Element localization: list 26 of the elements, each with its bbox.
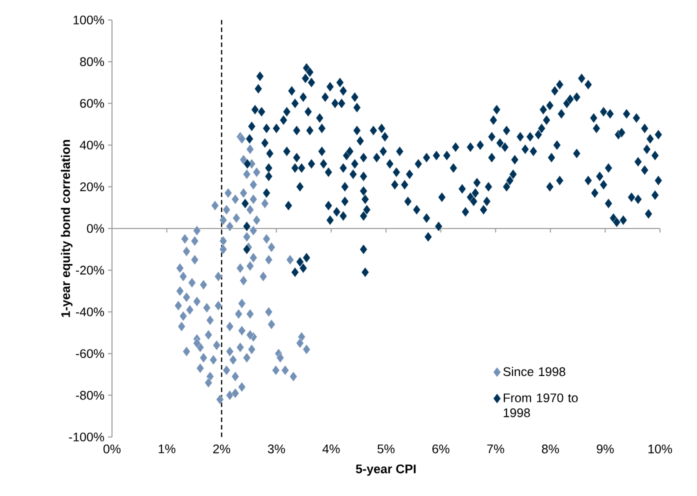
y-tick-label: -60%	[76, 349, 104, 358]
legend-label: From 1970 to 1998	[504, 393, 578, 418]
y-tick-label: -20%	[76, 266, 104, 275]
y-tick-label: 40%	[80, 140, 104, 150]
x-tick-label: 1%	[158, 444, 176, 454]
y-axis-title: 1-year equity bond correlation	[60, 140, 72, 317]
x-tick-label: 4%	[322, 444, 340, 454]
y-tick-label: 20%	[80, 182, 104, 192]
y-tick-label: 100%	[74, 16, 104, 24]
x-tick-label: 8%	[542, 444, 559, 454]
y-tick-label: 60%	[80, 98, 104, 108]
x-tick-label: 7%	[487, 444, 504, 454]
x-axis-title: 5-year CPI	[356, 464, 416, 476]
x-tick-label: 9%	[596, 444, 614, 454]
x-tick-label: 6%	[432, 444, 450, 454]
y-tick-label: 80%	[80, 57, 104, 66]
y-tick-label: -80%	[76, 390, 104, 400]
x-tick-label: 0%	[103, 444, 121, 454]
y-tick-label: 0%	[86, 224, 104, 233]
x-tick-label: 5%	[378, 444, 395, 454]
x-tick-label: 2%	[213, 444, 230, 454]
y-tick-label: -40%	[76, 308, 104, 316]
x-tick-label: 10%	[648, 444, 672, 454]
y-tick-label: -100%	[69, 432, 104, 442]
legend-label: Since 1998	[503, 366, 566, 376]
x-tick-label: 3%	[268, 444, 285, 454]
